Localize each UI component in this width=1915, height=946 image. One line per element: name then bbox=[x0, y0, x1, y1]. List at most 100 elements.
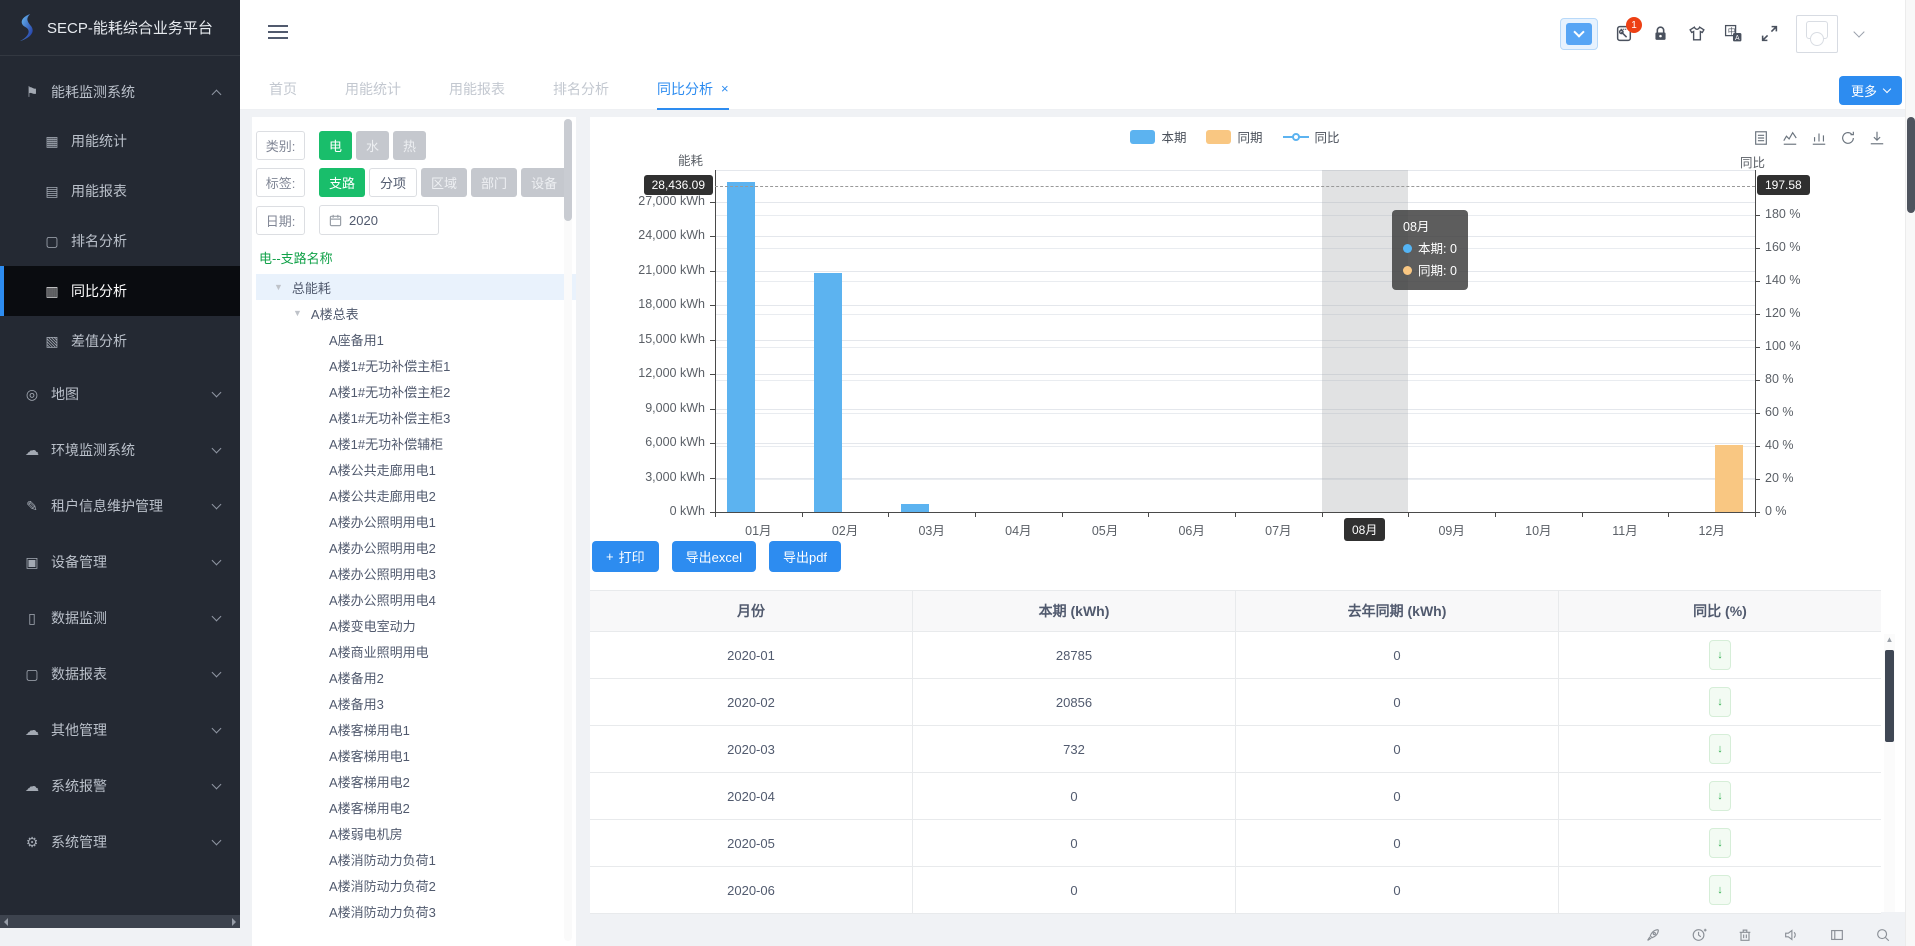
export-excel-button[interactable]: 导出excel bbox=[671, 541, 756, 572]
tree-node-A楼1#无功补偿主柜1[interactable]: A楼1#无功补偿主柜1 bbox=[329, 358, 451, 374]
year-picker-input[interactable]: 2020 bbox=[319, 205, 439, 235]
category-button-热[interactable]: 热 bbox=[393, 131, 427, 160]
theme-button[interactable] bbox=[1687, 24, 1707, 43]
sidebar-item-用能统计[interactable]: ▦ 用能统计 bbox=[0, 116, 240, 166]
scroll-right-icon[interactable] bbox=[232, 918, 236, 926]
avatar[interactable] bbox=[1796, 14, 1838, 53]
caret-icon[interactable]: ▼ bbox=[274, 282, 283, 292]
sidebar-item-其他管理[interactable]: ☁ 其他管理 bbox=[0, 702, 240, 758]
bar-本期-02月[interactable] bbox=[814, 272, 842, 512]
tab-用能统计[interactable]: 用能统计 bbox=[345, 67, 401, 110]
message-dropdown-button[interactable] bbox=[1560, 17, 1598, 50]
sidebar-item-地图[interactable]: ◎ 地图 bbox=[0, 366, 240, 422]
rocket-icon[interactable] bbox=[1645, 927, 1661, 943]
sidebar-item-租户信息维护管理[interactable]: ✎ 租户信息维护管理 bbox=[0, 478, 240, 534]
fullscreen-button[interactable] bbox=[1760, 24, 1779, 43]
download-icon[interactable] bbox=[1869, 130, 1885, 146]
repair-tools-button[interactable]: 1 bbox=[1615, 17, 1642, 43]
print-button[interactable]: + 打印 bbox=[592, 541, 659, 572]
tree-node-总能耗[interactable]: ▼ 总能耗 bbox=[256, 274, 576, 300]
tree-node-A楼办公照明用电1[interactable]: A楼办公照明用电1 bbox=[329, 514, 436, 530]
page-scrollbar-thumb[interactable] bbox=[1907, 117, 1915, 213]
tab-用能报表[interactable]: 用能报表 bbox=[449, 67, 505, 110]
tree-node-A楼公共走廊用电2[interactable]: A楼公共走廊用电2 bbox=[329, 488, 436, 504]
caret-icon[interactable]: ▼ bbox=[293, 308, 302, 318]
scroll-left-icon[interactable] bbox=[4, 918, 8, 926]
tree-node-A楼消防动力负荷2[interactable]: A楼消防动力负荷2 bbox=[329, 878, 436, 894]
tree-node-A楼客梯用电1[interactable]: A楼客梯用电1 bbox=[329, 748, 410, 764]
tree-node-A楼消防动力负荷3[interactable]: A楼消防动力负荷3 bbox=[329, 904, 436, 920]
tree-node-A楼1#无功补偿主柜3[interactable]: A楼1#无功补偿主柜3 bbox=[329, 410, 451, 426]
sidebar-item-系统报警[interactable]: ☁ 系统报警 bbox=[0, 758, 240, 814]
refresh-icon[interactable] bbox=[1840, 130, 1856, 146]
close-tab-icon[interactable]: × bbox=[721, 81, 729, 96]
tag-button-部门[interactable]: 部门 bbox=[471, 168, 518, 197]
bar-本期-03月[interactable] bbox=[900, 503, 929, 512]
tree-node-A楼商业照明用电[interactable]: A楼商业照明用电 bbox=[329, 644, 429, 660]
timer-icon[interactable] bbox=[1691, 927, 1707, 943]
tree-scrollbar-thumb[interactable] bbox=[564, 119, 572, 221]
sidebar-item-排名分析[interactable]: ▢ 排名分析 bbox=[0, 216, 240, 266]
bar-同期-12月[interactable] bbox=[1714, 445, 1743, 512]
sidebar-item-设备管理[interactable]: ▣ 设备管理 bbox=[0, 534, 240, 590]
tree-node-A楼备用3[interactable]: A楼备用3 bbox=[329, 696, 384, 712]
tag-button-支路[interactable]: 支路 bbox=[319, 168, 366, 197]
tag-button-分项[interactable]: 分项 bbox=[369, 168, 418, 197]
line-chart-icon[interactable] bbox=[1782, 130, 1798, 146]
scroll-up-icon[interactable]: ▲ bbox=[1885, 635, 1894, 644]
sidebar-item-用能报表[interactable]: ▤ 用能报表 bbox=[0, 166, 240, 216]
sidebar-item-数据监测[interactable]: ▯ 数据监测 bbox=[0, 590, 240, 646]
menu-collapse-button[interactable] bbox=[268, 25, 288, 43]
tree-node-A楼办公照明用电2[interactable]: A楼办公照明用电2 bbox=[329, 540, 436, 556]
tag-button-设备[interactable]: 设备 bbox=[521, 168, 568, 197]
page-scrollbar[interactable] bbox=[1905, 0, 1915, 946]
tree-scrollbar[interactable] bbox=[564, 119, 572, 941]
sidebar-item-数据报表[interactable]: ▢ 数据报表 bbox=[0, 646, 240, 702]
category-button-水[interactable]: 水 bbox=[356, 131, 390, 160]
comparison-chart[interactable]: 0 kWh 3,000 kWh 6,000 kWh 9,000 kWh 12,000 k… bbox=[590, 117, 1905, 912]
category-button-电[interactable]: 电 bbox=[319, 131, 353, 160]
export-pdf-button[interactable]: 导出pdf bbox=[768, 541, 842, 572]
sidebar-item-环境监测系统[interactable]: ☁ 环境监测系统 bbox=[0, 422, 240, 478]
tree-node-A楼客梯用电2[interactable]: A楼客梯用电2 bbox=[329, 774, 410, 790]
legend-item-同期[interactable]: 同期 bbox=[1206, 127, 1263, 146]
legend-item-本期[interactable]: 本期 bbox=[1130, 127, 1186, 146]
speaker-icon[interactable] bbox=[1783, 927, 1799, 943]
lock-screen-button[interactable] bbox=[1651, 24, 1670, 43]
tree-node-A楼办公照明用电4[interactable]: A楼办公照明用电4 bbox=[329, 592, 436, 608]
tree-node-A楼1#无功补偿主柜2[interactable]: A楼1#无功补偿主柜2 bbox=[329, 384, 451, 400]
bar-本期-01月[interactable] bbox=[727, 181, 756, 512]
tag-button-区域[interactable]: 区域 bbox=[421, 168, 468, 197]
search-icon[interactable] bbox=[1875, 927, 1891, 943]
tree-node-A楼弱电机房[interactable]: A楼弱电机房 bbox=[329, 826, 403, 842]
bar-chart-icon[interactable] bbox=[1811, 130, 1827, 146]
tree-node-A楼1#无功补偿辅柜[interactable]: A楼1#无功补偿辅柜 bbox=[329, 436, 444, 452]
table-scrollbar-thumb[interactable] bbox=[1885, 650, 1894, 742]
sidebar-hscrollbar[interactable] bbox=[0, 915, 240, 928]
tree-node-A楼总表[interactable]: ▼ A楼总表 bbox=[256, 300, 576, 326]
tree-node-A楼公共走廊用电1[interactable]: A楼公共走廊用电1 bbox=[329, 462, 436, 478]
tree-node-A楼客梯用电2[interactable]: A楼客梯用电2 bbox=[329, 800, 410, 816]
tree-node-A楼客梯用电1[interactable]: A楼客梯用电1 bbox=[329, 722, 410, 738]
tab-同比分析[interactable]: 同比分析 × bbox=[657, 67, 729, 110]
trash-icon[interactable] bbox=[1737, 927, 1753, 943]
cloud-alarm-icon: ☁ bbox=[25, 777, 39, 794]
user-menu-button[interactable] bbox=[1853, 25, 1865, 38]
sidebar-item-能耗监测系统[interactable]: ⚑ 能耗监测系统 bbox=[0, 68, 240, 116]
tree-node-A楼消防动力负荷1[interactable]: A楼消防动力负荷1 bbox=[329, 852, 436, 868]
tree-node-A楼办公照明用电3[interactable]: A楼办公照明用电3 bbox=[329, 566, 436, 582]
table-scrollbar[interactable]: ▲ bbox=[1884, 634, 1895, 912]
translate-button[interactable]: 中 A bbox=[1724, 24, 1743, 43]
sidebar-item-系统管理[interactable]: ⚙ 系统管理 bbox=[0, 814, 240, 870]
data-view-icon[interactable] bbox=[1753, 130, 1769, 146]
tree-node-A座备用1[interactable]: A座备用1 bbox=[329, 332, 384, 348]
window-icon[interactable] bbox=[1829, 927, 1845, 943]
sidebar-item-同比分析[interactable]: ▥ 同比分析 bbox=[0, 266, 240, 316]
more-button[interactable]: 更多 bbox=[1838, 76, 1902, 105]
legend-item-同比[interactable]: 同比 bbox=[1282, 127, 1340, 146]
tab-首页[interactable]: 首页 bbox=[269, 67, 297, 110]
tree-node-A楼备用2[interactable]: A楼备用2 bbox=[329, 670, 384, 686]
tree-node-A楼变电室动力[interactable]: A楼变电室动力 bbox=[329, 618, 416, 634]
tab-排名分析[interactable]: 排名分析 bbox=[553, 67, 609, 110]
sidebar-item-差值分析[interactable]: ▧ 差值分析 bbox=[0, 316, 240, 366]
